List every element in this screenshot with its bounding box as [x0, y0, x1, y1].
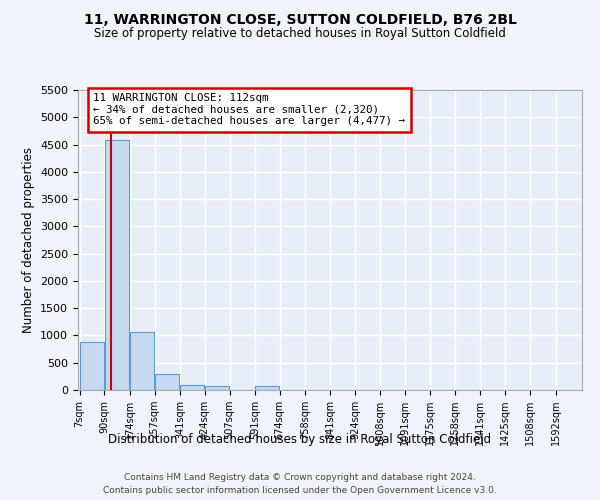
Bar [180, 384, 205, 390]
Text: Contains HM Land Registry data © Crown copyright and database right 2024.: Contains HM Land Registry data © Crown c… [124, 472, 476, 482]
Bar [255, 386, 280, 390]
Text: Contains public sector information licensed under the Open Government Licence v3: Contains public sector information licen… [103, 486, 497, 495]
Bar [80, 342, 104, 390]
Bar [130, 332, 154, 390]
Bar [105, 140, 129, 390]
Y-axis label: Number of detached properties: Number of detached properties [22, 147, 35, 333]
Bar [155, 374, 179, 390]
Text: 11 WARRINGTON CLOSE: 112sqm
← 34% of detached houses are smaller (2,320)
65% of : 11 WARRINGTON CLOSE: 112sqm ← 34% of det… [93, 93, 405, 126]
Text: Distribution of detached houses by size in Royal Sutton Coldfield: Distribution of detached houses by size … [109, 432, 491, 446]
Bar [205, 386, 229, 390]
Text: 11, WARRINGTON CLOSE, SUTTON COLDFIELD, B76 2BL: 11, WARRINGTON CLOSE, SUTTON COLDFIELD, … [83, 12, 517, 26]
Text: Size of property relative to detached houses in Royal Sutton Coldfield: Size of property relative to detached ho… [94, 28, 506, 40]
